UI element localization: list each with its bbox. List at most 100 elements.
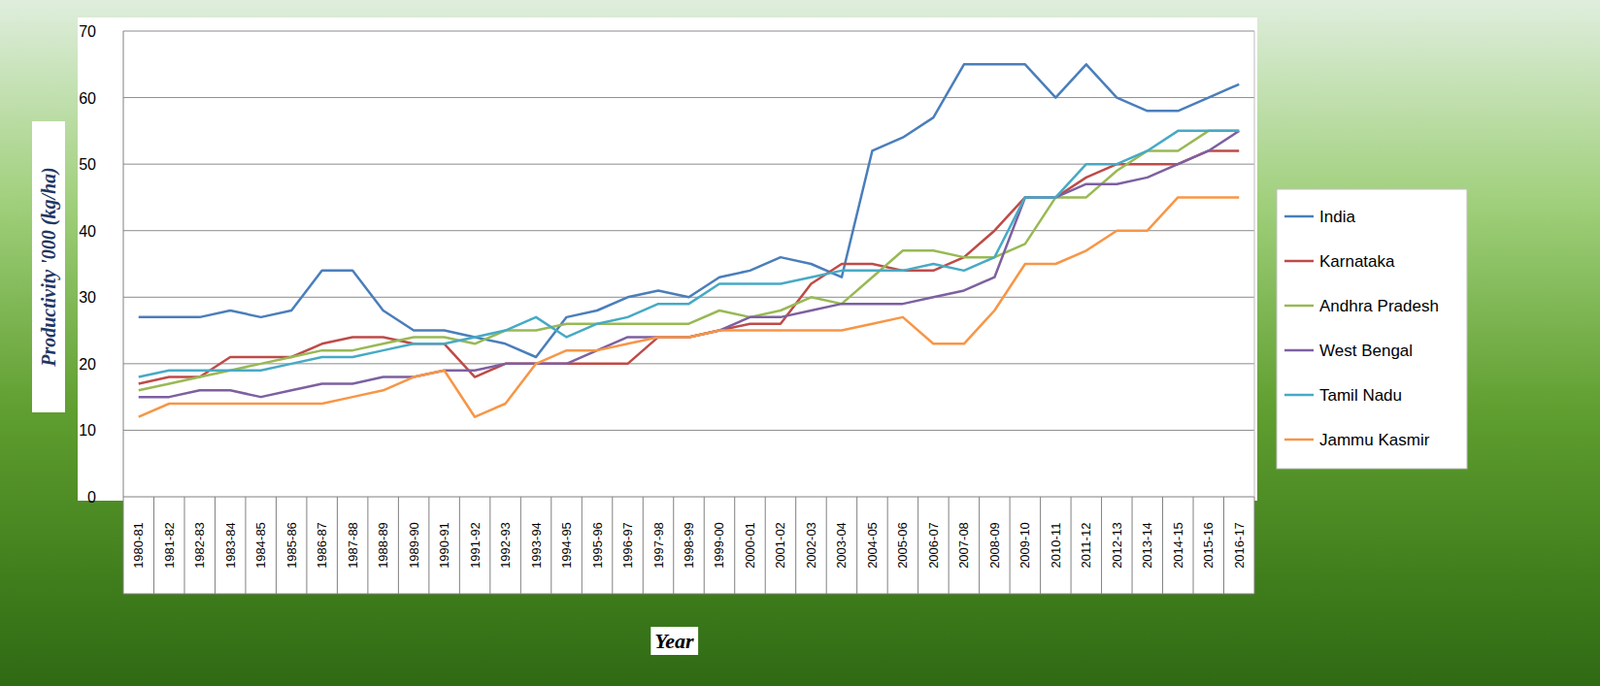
chart-area [77, 17, 1258, 501]
legend-label: West Bengal [1319, 341, 1413, 361]
x-tick-label: 2001-02 [772, 522, 788, 569]
chart: 0102030405060701980-811981-821982-831983… [0, 0, 1600, 686]
x-tick-label: 2006-07 [926, 522, 941, 569]
category-divider [214, 497, 216, 595]
category-divider [978, 497, 980, 595]
y-tick-label: 30 [78, 289, 97, 306]
legend: India Karnataka Andhra Pradesh West Bengal T… [1276, 189, 1467, 469]
y-tick-label: 0 [87, 489, 97, 506]
x-tick-label: 1993-94 [529, 522, 544, 569]
x-tick-label: 1982-83 [192, 522, 207, 569]
x-tick-label: 1984-85 [253, 522, 268, 569]
series-line [138, 64, 1240, 358]
category-divider [1254, 497, 1256, 595]
y-tick-label: 10 [78, 422, 97, 439]
category-divider [642, 497, 644, 595]
legend-label: Jammu Kasmir [1319, 431, 1431, 450]
category-divider [366, 497, 368, 595]
category-divider [244, 497, 246, 595]
x-tick-label: 2012-13 [1109, 522, 1125, 569]
category-divider [795, 497, 797, 595]
category-divider [1132, 497, 1134, 595]
x-tick-label: 2011-12 [1078, 523, 1094, 569]
legend-label: Karnataka [1319, 252, 1396, 271]
series-line [138, 197, 1240, 417]
category-divider [826, 497, 828, 595]
category-divider [1162, 497, 1164, 595]
x-tick-label: 2002-03 [803, 522, 819, 569]
category-divider [1070, 497, 1072, 595]
x-tick-label: 1995-96 [590, 522, 605, 569]
category-divider [520, 497, 522, 595]
lines [138, 64, 1240, 417]
legend-label: Andhra Pradesh [1319, 297, 1439, 316]
y-title-background [32, 121, 66, 413]
x-axis-title: Year [654, 629, 695, 654]
series-line [138, 131, 1240, 398]
category-divider [765, 497, 767, 595]
y-tick-label: 70 [78, 23, 97, 40]
x-tick-label: 1996-97 [620, 522, 635, 569]
series-line [138, 150, 1240, 384]
legend-swatch [1284, 438, 1314, 442]
category-divider [489, 497, 491, 595]
category-divider [703, 497, 705, 595]
legend-swatch [1284, 394, 1314, 398]
category-divider [336, 497, 338, 595]
category-divider [581, 497, 583, 595]
grid-line [123, 230, 1255, 232]
x-tick-label: 1986-87 [314, 522, 330, 569]
category-divider [1039, 497, 1041, 595]
category-divider [1100, 497, 1102, 595]
category-divider [672, 497, 674, 595]
category-divider [153, 497, 155, 595]
category-divider [550, 497, 552, 595]
y-tick-label: 40 [78, 223, 97, 240]
series-line [138, 131, 1240, 391]
x-tick-label: 2008-09 [987, 522, 1002, 569]
y-axis [123, 31, 125, 498]
x-tick-label: 2000-01 [742, 522, 758, 569]
legend-swatch [1284, 260, 1314, 264]
x-tick-label: 1989-90 [406, 522, 422, 569]
grid-line [123, 31, 1255, 33]
y-tick-label: 20 [78, 356, 97, 373]
category-divider [917, 497, 919, 595]
grid-line [123, 497, 1255, 499]
x-tick-label: 2009-10 [1017, 522, 1033, 569]
y-axis-title: Productivity '000 (kg/ha) [37, 166, 61, 368]
x-tick-label: 1998-99 [681, 522, 697, 569]
category-divider [459, 497, 461, 595]
x-tick-label: 1983-84 [223, 522, 238, 569]
category-divider [1223, 497, 1225, 595]
series-line [138, 131, 1240, 378]
category-divider [183, 497, 185, 595]
x-tick-label: 1999-00 [711, 522, 727, 569]
legend-label: Tamil Nadu [1319, 386, 1402, 405]
category-divider [887, 497, 889, 595]
x-tick-label: 1997-98 [651, 522, 667, 569]
legend-label: India [1319, 207, 1356, 227]
legend-box [1276, 189, 1467, 469]
legend-swatch [1284, 215, 1314, 219]
x-tick-label: 2010-11 [1048, 523, 1064, 569]
plot-frame [1254, 31, 1256, 498]
x-tick-label: 1980-81 [131, 522, 146, 569]
category-divider [398, 497, 400, 595]
x-tick-label: 1991-92 [467, 522, 483, 569]
x-tick-label: 1988-89 [375, 522, 391, 569]
x-tick-label: 2003-04 [833, 522, 849, 569]
category-area [123, 497, 1255, 595]
x-tick-label: 1981-82 [162, 522, 177, 569]
y-tick-label: 60 [78, 90, 97, 107]
legend-swatch [1284, 349, 1314, 353]
x-tick-label: 2015-16 [1200, 522, 1216, 569]
grid-line [123, 97, 1255, 99]
category-border [123, 594, 1255, 596]
category-divider [305, 497, 307, 595]
category-divider [275, 497, 277, 595]
category-divider [611, 497, 613, 595]
x-tick-label: 2016-17 [1232, 522, 1247, 569]
x-tick-label: 1990-91 [436, 522, 452, 569]
x-tick-label: 2013-14 [1139, 522, 1155, 569]
